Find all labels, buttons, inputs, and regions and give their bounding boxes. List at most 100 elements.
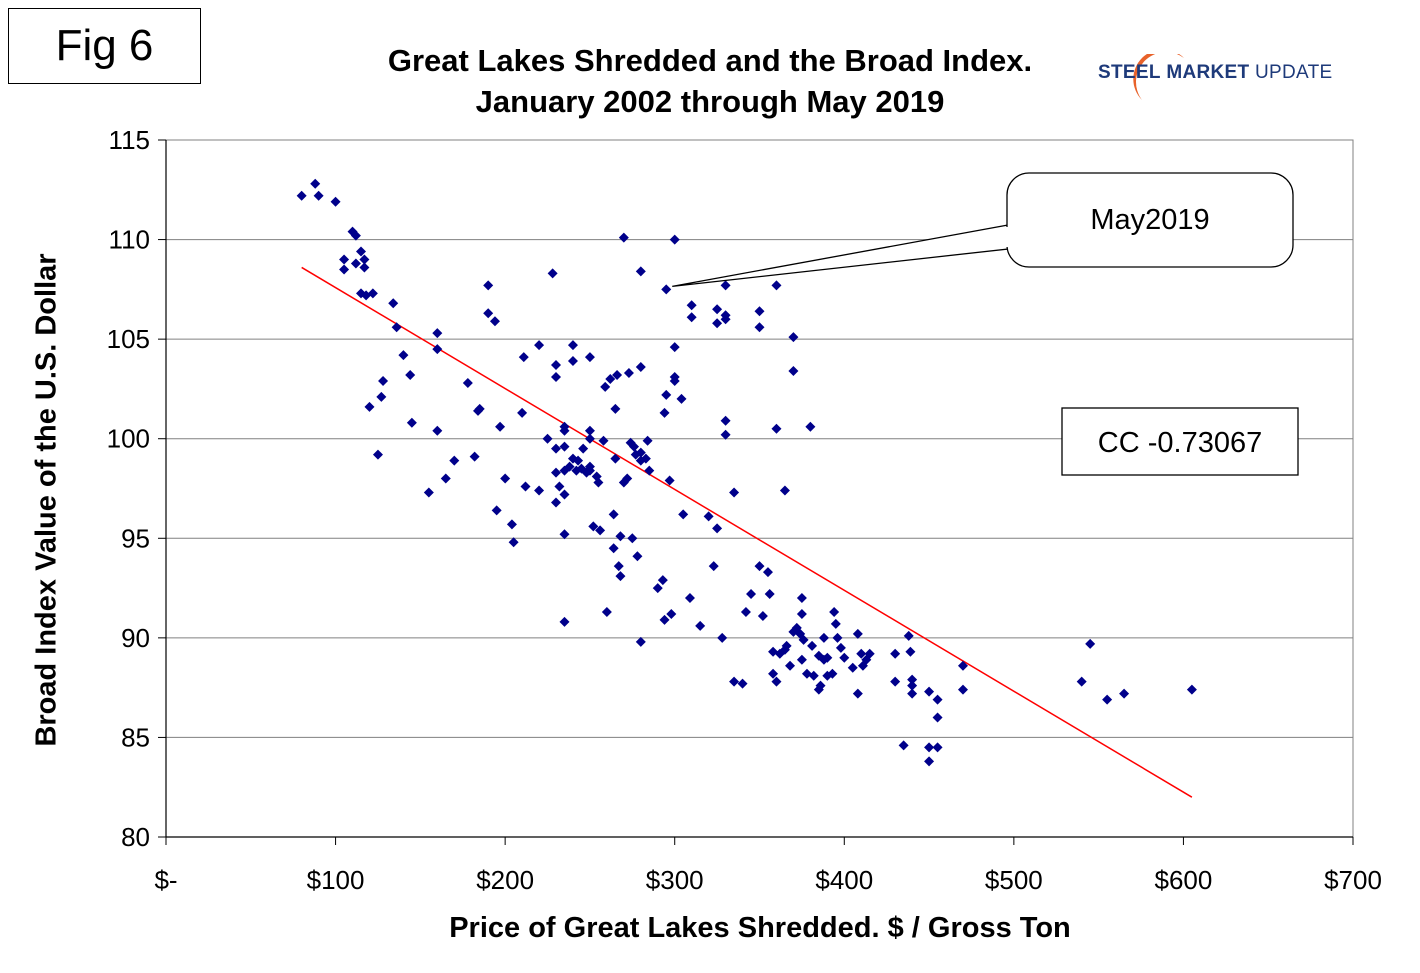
data-point bbox=[822, 652, 833, 663]
data-point bbox=[815, 680, 826, 691]
data-point bbox=[622, 473, 633, 484]
callout-pointer bbox=[672, 224, 1009, 288]
data-point bbox=[712, 523, 723, 534]
callout-box bbox=[1006, 172, 1294, 268]
data-point bbox=[608, 509, 619, 520]
data-point bbox=[640, 453, 651, 464]
data-point bbox=[489, 316, 500, 327]
data-point bbox=[517, 407, 528, 418]
data-point bbox=[669, 234, 680, 245]
data-point bbox=[559, 616, 570, 627]
correlation-box-frame bbox=[1061, 407, 1299, 476]
data-point bbox=[932, 742, 943, 753]
data-point bbox=[712, 304, 723, 315]
data-point bbox=[764, 589, 775, 600]
x-tick-labels: $- $100 $200 $300 $400 $500 $600 $700 bbox=[154, 865, 1381, 895]
data-point bbox=[839, 652, 850, 663]
figure-label: Fig 6 bbox=[8, 8, 201, 84]
data-point bbox=[661, 284, 672, 295]
data-point bbox=[852, 688, 863, 699]
data-point bbox=[740, 606, 751, 617]
data-point bbox=[359, 254, 370, 265]
data-point bbox=[600, 381, 611, 392]
x-tick-label: $100 bbox=[307, 865, 365, 895]
data-point bbox=[644, 465, 655, 476]
data-point bbox=[601, 606, 612, 617]
data-point bbox=[584, 352, 595, 363]
data-point bbox=[608, 543, 619, 554]
data-point bbox=[559, 441, 570, 452]
data-point bbox=[788, 332, 799, 343]
y-axis-title: Broad Index Value of the U.S. Dollar bbox=[30, 253, 63, 747]
data-point bbox=[551, 371, 562, 382]
data-point bbox=[754, 306, 765, 317]
data-point bbox=[762, 567, 773, 578]
data-point bbox=[957, 684, 968, 695]
data-point bbox=[757, 610, 768, 621]
data-point bbox=[798, 634, 809, 645]
data-point bbox=[615, 571, 626, 582]
logo-word-steel: STEEL bbox=[1098, 62, 1161, 83]
data-point bbox=[737, 678, 748, 689]
chart-title: Great Lakes Shredded and the Broad Index… bbox=[387, 43, 1033, 78]
data-point bbox=[613, 561, 624, 572]
data-point bbox=[534, 340, 545, 351]
data-point bbox=[367, 288, 378, 299]
data-point bbox=[754, 561, 765, 572]
data-point bbox=[708, 561, 719, 572]
data-point bbox=[518, 352, 529, 363]
data-point bbox=[567, 340, 578, 351]
data-point bbox=[924, 686, 935, 697]
data-point bbox=[339, 264, 350, 275]
data-point bbox=[835, 642, 846, 653]
data-point bbox=[781, 640, 792, 651]
data-point bbox=[339, 254, 350, 265]
x-tick-label: $- bbox=[154, 865, 177, 895]
data-point bbox=[573, 455, 584, 466]
data-point bbox=[903, 630, 914, 641]
data-point bbox=[551, 467, 562, 478]
data-point bbox=[847, 662, 858, 673]
data-point bbox=[440, 473, 451, 484]
data-point bbox=[864, 648, 875, 659]
data-point bbox=[310, 178, 321, 189]
data-point bbox=[898, 740, 909, 751]
data-point bbox=[924, 742, 935, 753]
data-point bbox=[632, 551, 643, 562]
data-point bbox=[615, 531, 626, 542]
y-tick-label: 115 bbox=[109, 125, 150, 155]
y-tick-label: 80 bbox=[121, 822, 150, 852]
data-point bbox=[547, 268, 558, 279]
data-point bbox=[584, 433, 595, 444]
data-point bbox=[957, 660, 968, 671]
correlation-box: CC -0.73067 bbox=[1061, 407, 1299, 476]
data-point bbox=[720, 280, 731, 291]
data-point bbox=[686, 300, 697, 311]
data-point bbox=[796, 654, 807, 665]
data-point bbox=[551, 497, 562, 508]
data-point bbox=[635, 362, 646, 373]
data-point bbox=[469, 451, 480, 462]
logo-swoosh-icon bbox=[1133, 54, 1184, 100]
correlation-text: CC -0.73067 bbox=[1098, 427, 1262, 459]
data-point bbox=[832, 632, 843, 643]
data-point bbox=[924, 756, 935, 767]
data-point bbox=[635, 636, 646, 647]
data-point bbox=[635, 447, 646, 458]
data-point bbox=[907, 688, 918, 699]
data-point bbox=[364, 401, 375, 412]
data-point bbox=[1186, 684, 1197, 695]
axes bbox=[158, 139, 1354, 845]
data-point bbox=[932, 694, 943, 705]
data-point bbox=[852, 628, 863, 639]
x-tick-label: $500 bbox=[985, 865, 1043, 895]
data-point bbox=[678, 509, 689, 520]
data-point bbox=[669, 342, 680, 353]
data-point bbox=[593, 477, 604, 488]
data-point bbox=[1119, 688, 1130, 699]
data-point bbox=[618, 232, 629, 243]
data-point bbox=[359, 262, 370, 273]
data-point bbox=[350, 230, 361, 241]
data-point bbox=[564, 461, 575, 472]
data-point bbox=[330, 196, 341, 207]
